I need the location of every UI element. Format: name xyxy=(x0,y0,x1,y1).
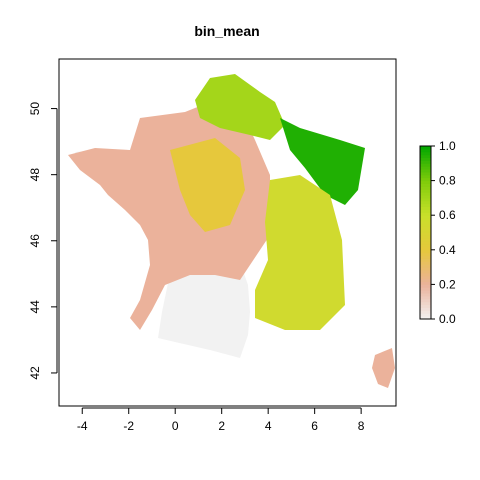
legend-tick-label: 0.0 xyxy=(439,312,456,326)
legend-swatch xyxy=(420,171,431,176)
x-tick-label: -4 xyxy=(77,419,88,433)
legend-swatch xyxy=(420,169,431,173)
legend-swatch xyxy=(420,177,431,182)
plot-frame xyxy=(58,58,397,407)
legend-tick-label: 1.0 xyxy=(439,139,456,153)
y-axis: 42 44 46 48 50 xyxy=(28,102,58,380)
legend-swatch xyxy=(420,258,431,262)
legend-swatch xyxy=(420,244,431,248)
y-tick-label: 50 xyxy=(28,102,42,116)
legend-swatch xyxy=(420,261,431,265)
legend-swatch xyxy=(420,278,431,283)
x-tick-label: 8 xyxy=(358,419,365,433)
legend-swatch xyxy=(420,284,431,288)
legend-swatch xyxy=(420,252,431,257)
y-tick-label: 42 xyxy=(28,366,42,380)
legend-swatch xyxy=(420,215,431,219)
legend-swatch xyxy=(420,151,431,156)
legend-swatch xyxy=(420,195,431,199)
legend-swatch xyxy=(420,293,431,297)
x-tick-label: 0 xyxy=(172,419,179,433)
legend-swatch xyxy=(420,301,431,306)
map-layer xyxy=(68,74,395,388)
legend-swatch xyxy=(420,200,431,205)
plot-title: bin_mean xyxy=(194,23,259,39)
legend-swatch xyxy=(420,212,431,216)
x-tick-label: 6 xyxy=(311,419,318,433)
legend-swatch xyxy=(420,295,431,300)
legend-swatch xyxy=(420,180,431,184)
legend-swatch xyxy=(420,189,431,193)
legend-swatch xyxy=(420,316,431,320)
legend-swatch xyxy=(420,269,431,274)
legend-swatch xyxy=(420,235,431,239)
legend-swatch xyxy=(420,264,431,268)
legend-tick-label: 0.6 xyxy=(439,208,456,222)
legend-swatch xyxy=(420,307,431,311)
x-axis: -4 -2 0 2 4 6 8 xyxy=(77,407,365,433)
color-legend: 0.0 0.2 0.4 0.6 0.8 1.0 xyxy=(419,139,456,326)
legend-tick-label: 0.8 xyxy=(439,174,456,188)
legend-swatch xyxy=(420,272,431,277)
y-tick-label: 48 xyxy=(28,168,42,182)
legend-tick-label: 0.2 xyxy=(439,277,456,291)
legend-swatch xyxy=(420,154,431,159)
legend-swatch xyxy=(420,313,431,317)
legend-swatch xyxy=(420,241,431,245)
legend-swatch xyxy=(420,232,431,236)
region-east-alps xyxy=(255,175,345,330)
legend-swatch xyxy=(420,174,431,179)
legend-swatch xyxy=(420,218,431,222)
legend-swatch xyxy=(420,290,431,294)
legend-swatch xyxy=(420,267,431,271)
y-tick-label: 44 xyxy=(28,300,42,314)
legend-swatch xyxy=(420,275,431,280)
legend-swatch xyxy=(420,310,431,314)
legend-swatch xyxy=(420,238,431,242)
legend-swatch xyxy=(420,209,431,213)
region-northeast xyxy=(280,118,365,205)
legend-swatch xyxy=(420,203,431,208)
legend-swatch xyxy=(420,223,431,228)
legend-swatch xyxy=(420,183,431,187)
region-north xyxy=(195,74,285,140)
legend-swatch xyxy=(420,255,431,259)
x-tick-label: 2 xyxy=(218,419,225,433)
legend-swatch xyxy=(420,220,431,225)
legend-swatch xyxy=(420,229,431,233)
legend-swatch xyxy=(420,197,431,202)
legend-swatch xyxy=(420,226,431,231)
legend-swatch xyxy=(420,281,431,285)
region-central-yellow xyxy=(170,138,245,232)
legend-swatch xyxy=(420,206,431,210)
legend-swatch xyxy=(420,166,431,170)
legend-swatch xyxy=(420,287,431,291)
region-corsica xyxy=(372,348,395,388)
legend-swatch xyxy=(420,298,431,303)
x-tick-label: -2 xyxy=(123,419,134,433)
legend-swatch xyxy=(420,186,431,190)
legend-frame xyxy=(419,145,432,320)
legend-swatch xyxy=(420,246,431,251)
legend-swatch xyxy=(420,157,431,161)
legend-swatch xyxy=(420,146,431,150)
legend-swatch xyxy=(420,148,431,153)
legend-swatch xyxy=(420,163,431,167)
legend-swatch xyxy=(420,304,431,308)
x-tick-label: 4 xyxy=(265,419,272,433)
legend-tick-label: 0.4 xyxy=(439,243,456,257)
legend-swatch xyxy=(420,192,431,196)
y-tick-label: 46 xyxy=(28,234,42,248)
legend-swatch xyxy=(420,160,431,164)
legend-swatch xyxy=(420,249,431,254)
